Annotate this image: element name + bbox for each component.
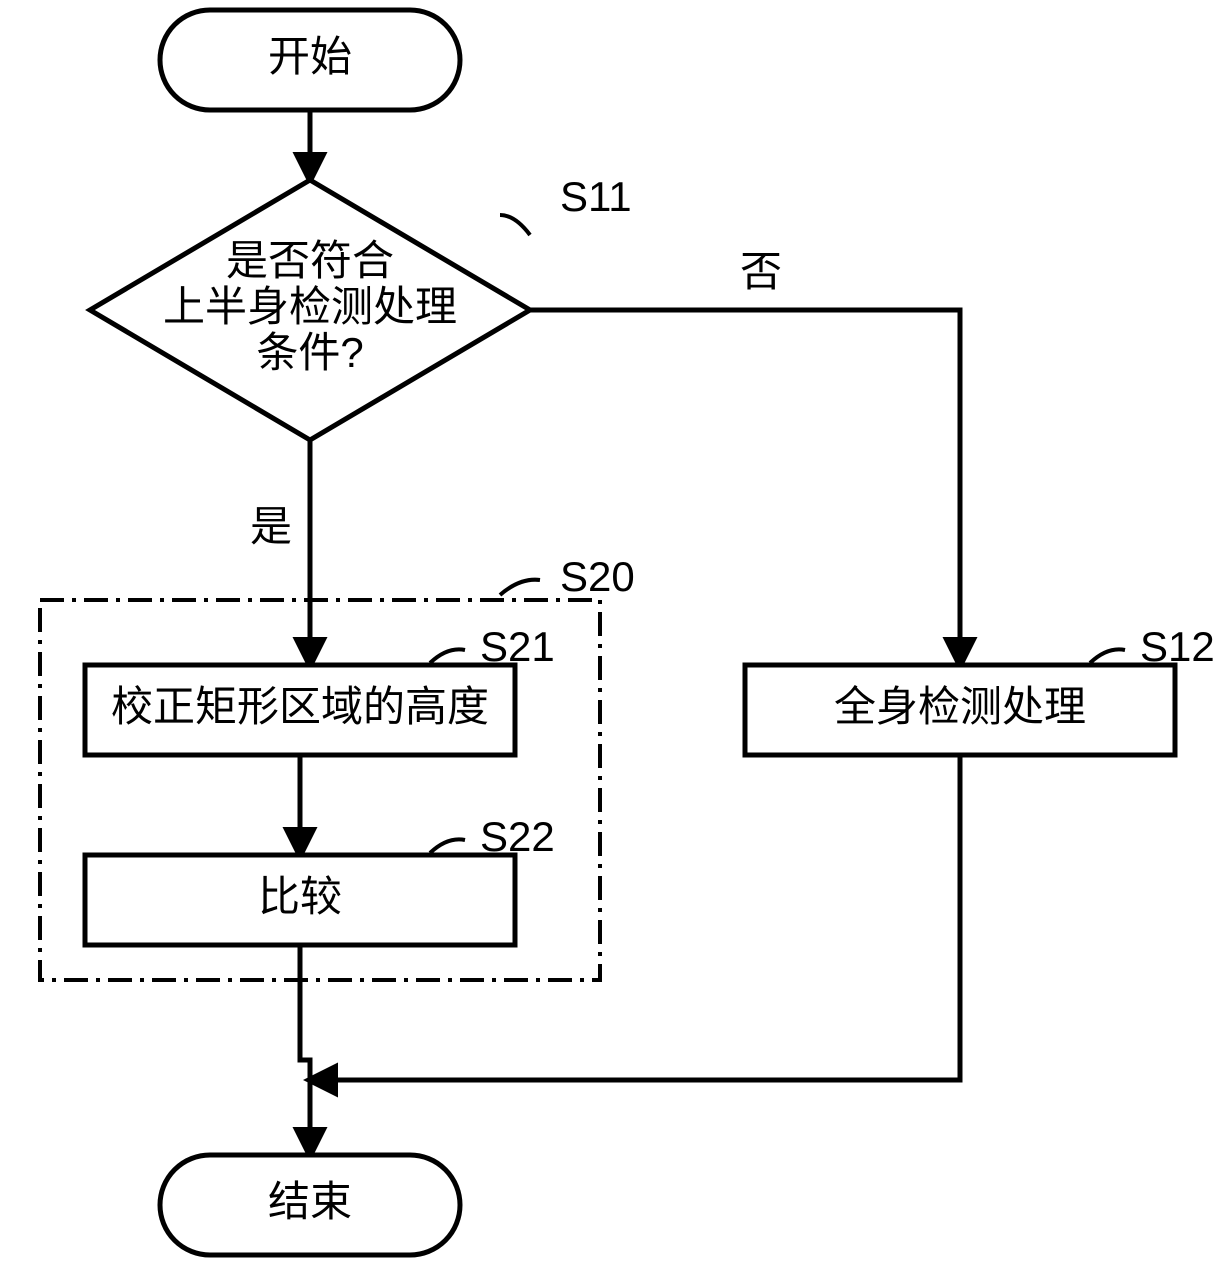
edge-4 (530, 310, 960, 665)
s20-ref: S20 (560, 553, 635, 600)
ref-leader-s11 (500, 215, 530, 235)
edge-3 (300, 945, 310, 1155)
s22-label: 比较 (258, 873, 342, 920)
s11-ref: S11 (560, 173, 632, 220)
s12-label: 全身检测处理 (834, 683, 1086, 730)
s11-line-1: 上半身检测处理 (163, 283, 457, 330)
end-label: 结束 (268, 1178, 352, 1225)
ref-leader-s12 (1090, 649, 1125, 663)
s11-yes-label: 是 (250, 503, 292, 550)
s22-ref: S22 (480, 813, 555, 860)
s11-line-0: 是否符合 (226, 237, 394, 284)
s11-no-label: 否 (740, 248, 782, 295)
s21-label: 校正矩形区域的高度 (111, 683, 489, 730)
s21-ref: S21 (480, 623, 555, 670)
start-label: 开始 (268, 33, 352, 80)
ref-leader-s20 (500, 580, 540, 595)
s12-ref: S12 (1140, 623, 1215, 670)
ref-leader-s22 (430, 839, 465, 853)
s11-line-2: 条件? (256, 329, 363, 376)
ref-leader-s21 (430, 649, 465, 663)
